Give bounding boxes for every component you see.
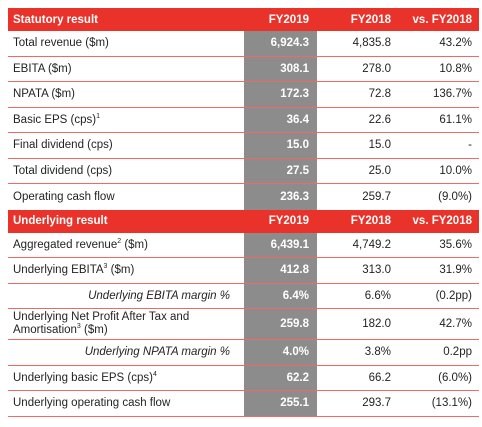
footnote-marker: 1 — [96, 112, 100, 120]
row-label: Total dividend (cps) — [13, 164, 113, 177]
row-label-line1: Underlying Net Profit After Tax and — [13, 311, 190, 323]
row-label-line2: Amortisation3 ($m) — [13, 323, 244, 337]
table-row: Underlying NPATA margin % 4.0% 3.8% 0.2p… — [8, 340, 479, 366]
row-label: Operating cash flow — [13, 190, 115, 203]
footnote-marker: 4 — [152, 370, 157, 378]
change-value: 43.2% — [439, 37, 472, 50]
header-fy2018: FY2018 — [350, 13, 391, 26]
fy2019-value: 6.4% — [244, 283, 317, 308]
footnote-marker: 3 — [76, 323, 81, 331]
table-row: Underlying EBITA margin % 6.4% 6.6% (0.2… — [8, 283, 479, 309]
row-label: NPATA ($m) — [13, 88, 75, 101]
header-fy2019: FY2019 — [268, 13, 309, 26]
fy2018-value: 259.7 — [362, 190, 391, 203]
header-fy2018: FY2018 — [350, 215, 391, 227]
fy2019-value: 6,924.3 — [244, 31, 317, 56]
change-value: (9.0%) — [438, 190, 472, 203]
fy2018-value: 3.8% — [364, 346, 391, 359]
footnote-marker: 2 — [117, 237, 122, 245]
row-label-text: Underlying EBITA — [13, 264, 104, 277]
fy2019-value: 27.5 — [244, 158, 317, 183]
statutory-header-label: Statutory result — [13, 13, 98, 26]
fy2019-value: 15.0 — [244, 133, 317, 158]
fy2018-value: 66.2 — [368, 371, 391, 384]
change-value: (6.0%) — [438, 371, 472, 384]
fy2019-value: 62.2 — [244, 365, 317, 390]
row-label-text: Amortisation — [13, 324, 77, 336]
table-row: Basic EPS (cps)1 36.4 22.6 61.1% — [8, 107, 479, 133]
row-label-text: Underlying basic EPS (cps) — [13, 371, 153, 384]
row-label: Underlying EBITA3 ($m) — [8, 263, 244, 277]
row-label: Basic EPS (cps)1 — [8, 112, 244, 126]
table-row: Total dividend (cps) 27.5 25.0 10.0% — [8, 158, 479, 184]
fy2019-value: 236.3 — [244, 184, 317, 210]
footnote-marker: 3 — [103, 263, 108, 271]
row-label: Underlying operating cash flow — [13, 397, 171, 410]
fy2019-value: 308.1 — [244, 56, 317, 81]
table-row: Total revenue ($m) 6,924.3 4,835.8 43.2% — [8, 31, 479, 57]
fy2018-value: 15.0 — [368, 139, 391, 152]
table-row: Underlying basic EPS (cps)4 62.2 66.2 (6… — [8, 365, 479, 391]
table-row: Operating cash flow 236.3 259.7 (9.0%) — [8, 184, 479, 210]
results-table: Statutory result FY2019 FY2018 vs. FY201… — [8, 8, 479, 417]
fy2019-value: 255.1 — [244, 391, 317, 416]
fy2018-value: 25.0 — [368, 164, 391, 177]
row-label-unit: ($m) — [107, 264, 135, 277]
change-value: 0.2pp — [443, 346, 472, 359]
change-value: 61.1% — [439, 113, 472, 126]
row-label: Underlying EBITA margin % — [88, 289, 230, 302]
row-label: Total revenue ($m) — [13, 37, 109, 50]
table-row: Final dividend (cps) 15.0 15.0 - — [8, 133, 479, 159]
fy2018-value: 6.6% — [364, 289, 391, 302]
change-value: - — [468, 139, 472, 152]
fy2019-value: 6,439.1 — [244, 232, 317, 257]
table-row: Underlying operating cash flow 255.1 293… — [8, 391, 479, 417]
underlying-header-row: Underlying result FY2019 FY2018 vs. FY20… — [8, 209, 479, 233]
row-label-unit: ($m) — [121, 238, 148, 251]
fy2018-value: 72.8 — [368, 88, 391, 101]
change-value: 136.7% — [432, 88, 472, 101]
fy2019-value: 172.3 — [244, 82, 317, 107]
row-label-text: Aggregated revenue — [13, 238, 118, 251]
row-label: Underlying basic EPS (cps)4 — [8, 370, 244, 384]
change-value: (13.1%) — [431, 397, 472, 410]
fy2018-value: 4,749.2 — [352, 238, 391, 251]
statutory-header-row: Statutory result FY2019 FY2018 vs. FY201… — [8, 8, 479, 31]
fy2019-value: 36.4 — [244, 107, 317, 132]
header-vs-fy2018: vs. FY2018 — [412, 215, 472, 227]
row-label: Final dividend (cps) — [13, 139, 113, 152]
change-value: (0.2pp) — [435, 289, 472, 302]
underlying-header-label: Underlying result — [13, 215, 108, 227]
change-value: 42.7% — [439, 318, 472, 330]
table-row: Underlying Net Profit After Tax and Amor… — [8, 309, 479, 340]
table-row: Aggregated revenue2 ($m) 6,439.1 4,749.2… — [8, 232, 479, 258]
change-value: 31.9% — [439, 264, 472, 277]
row-label: Underlying NPATA margin % — [84, 346, 230, 359]
change-value: 10.0% — [439, 164, 472, 177]
change-value: 35.6% — [439, 238, 472, 251]
table-row: EBITA ($m) 308.1 278.0 10.8% — [8, 56, 479, 82]
fy2018-value: 182.0 — [362, 318, 391, 330]
header-vs-fy2018: vs. FY2018 — [412, 13, 472, 26]
row-label-text: Basic EPS (cps) — [13, 113, 97, 126]
fy2019-value: 412.8 — [244, 258, 317, 283]
header-fy2019: FY2019 — [268, 215, 309, 227]
fy2018-value: 4,835.8 — [352, 37, 391, 50]
row-label-unit: ($m) — [80, 324, 108, 336]
row-label: EBITA ($m) — [13, 62, 72, 75]
change-value: 10.8% — [439, 62, 472, 75]
table-row: NPATA ($m) 172.3 72.8 136.7% — [8, 82, 479, 108]
fy2018-value: 22.6 — [368, 113, 391, 126]
fy2019-value: 4.0% — [244, 340, 317, 365]
fy2018-value: 293.7 — [362, 397, 391, 410]
row-label: Underlying Net Profit After Tax and Amor… — [8, 311, 244, 337]
table-row: Underlying EBITA3 ($m) 412.8 313.0 31.9% — [8, 258, 479, 284]
row-label: Aggregated revenue2 ($m) — [8, 237, 244, 251]
fy2018-value: 313.0 — [362, 264, 391, 277]
fy2019-value: 259.8 — [244, 309, 317, 339]
fy2018-value: 278.0 — [362, 62, 391, 75]
